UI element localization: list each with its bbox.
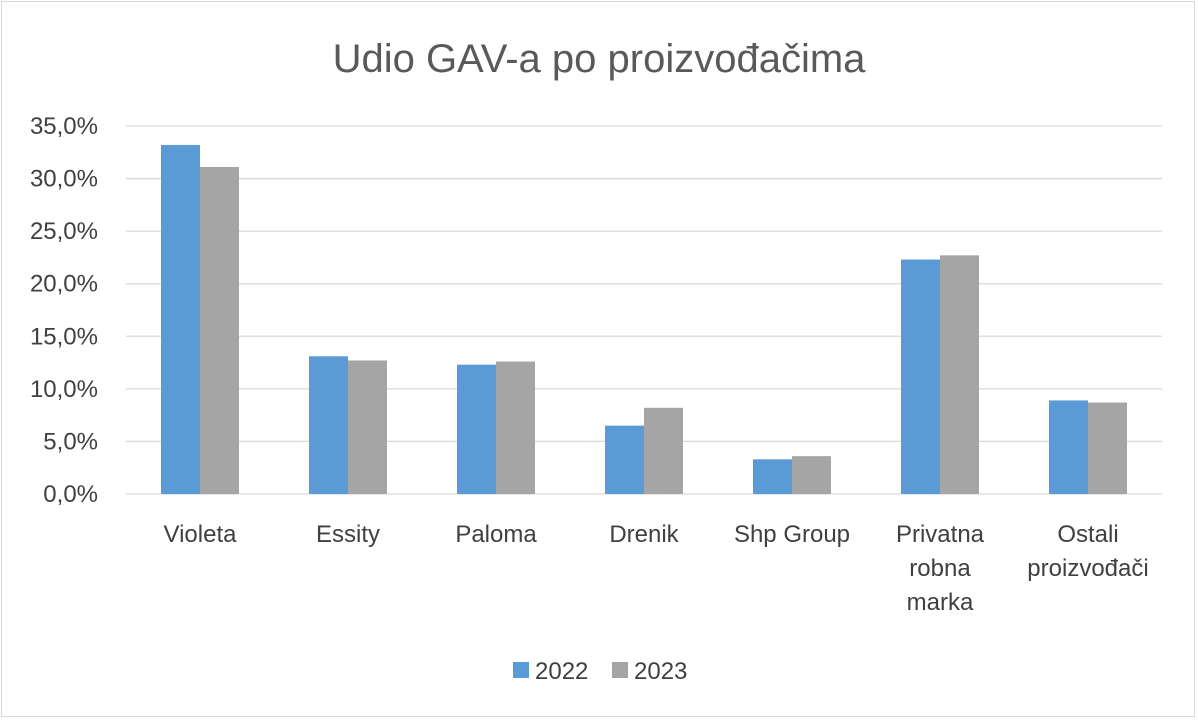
bar-2023 — [940, 255, 979, 494]
chart-title: Udio GAV-a po proizvođačima — [333, 37, 867, 81]
bar-2022 — [901, 259, 940, 494]
legend-label: 2023 — [634, 658, 687, 685]
bar-2022 — [161, 144, 200, 494]
bars — [161, 144, 1127, 494]
legend-swatch-2022 — [513, 662, 529, 678]
bar-2023 — [1088, 402, 1127, 494]
y-tick-label: 25,0% — [30, 218, 98, 245]
bar-2022 — [457, 364, 496, 494]
x-category-label: Paloma — [455, 521, 537, 548]
x-category-label: Shp Group — [734, 521, 850, 548]
legend-label: 2022 — [535, 658, 588, 685]
y-tick-label: 15,0% — [30, 323, 98, 350]
x-category-label: Violeta — [164, 521, 238, 548]
x-axis-categories: Violeta Essity Paloma Drenik Shp Group Privat… — [164, 521, 1149, 616]
y-tick-label: 35,0% — [30, 113, 98, 140]
bar-2022 — [1049, 400, 1088, 494]
y-tick-label: 20,0% — [30, 271, 98, 298]
legend-swatch-2023 — [612, 662, 628, 678]
x-category-label: Essity — [316, 521, 380, 548]
y-axis-ticks: 0,0% 5,0% 10,0% 15,0% 20,0% 25,0% 30,0% 35,0% — [30, 113, 98, 508]
y-tick-label: 10,0% — [30, 376, 98, 403]
bar-2023 — [496, 361, 535, 494]
x-category-label: Ostali proizvođači — [1027, 521, 1148, 582]
y-tick-label: 5,0% — [43, 428, 98, 455]
bar-2022 — [309, 356, 348, 494]
bar-2023 — [200, 167, 239, 494]
x-category-label: Drenik — [609, 521, 679, 548]
bar-2023 — [792, 456, 831, 494]
y-tick-label: 0,0% — [43, 481, 98, 508]
bar-2023 — [644, 407, 683, 494]
gridlines — [126, 125, 1162, 495]
bar-2022 — [605, 425, 644, 494]
x-category-label: Privatna robna marka — [896, 521, 985, 616]
bar-2022 — [753, 459, 792, 494]
legend: 2022 2023 — [513, 658, 687, 685]
y-tick-label: 30,0% — [30, 166, 98, 193]
bar-2023 — [348, 360, 387, 494]
